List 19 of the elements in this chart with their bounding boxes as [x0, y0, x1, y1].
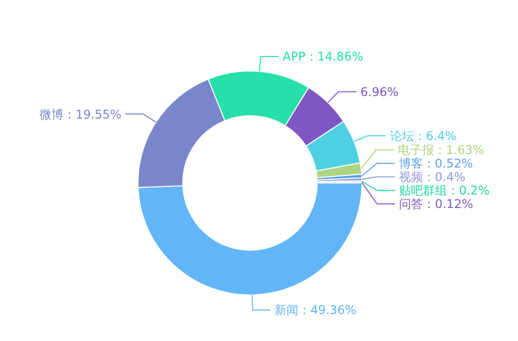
data-label: ：1.63% [434, 143, 484, 158]
slice-label: 电子报 [398, 143, 434, 158]
slice-label: 微博 [40, 107, 64, 122]
data-label: ：6.4% [414, 128, 456, 143]
data-label: ：0.2% [446, 184, 490, 198]
data-label: ：0.12% [423, 197, 474, 212]
data-label: ：49.36% [298, 303, 356, 318]
slice-label: 论坛 [390, 128, 414, 143]
slice-label: 博客 [398, 156, 423, 171]
slice-label: 视频 [398, 170, 423, 184]
data-label: ：14.86% [305, 50, 364, 64]
data-label: 6.96% [360, 85, 399, 99]
slice-label: APP [282, 50, 306, 64]
data-label: ：0.4% [422, 170, 466, 184]
slice-label: 新闻 [274, 303, 299, 318]
slice-label: 贴吧群组 [398, 184, 447, 198]
data-label: ：19.55% [64, 107, 122, 122]
slice-label: 问答 [399, 197, 423, 212]
data-label: ：0.52% [422, 156, 473, 171]
